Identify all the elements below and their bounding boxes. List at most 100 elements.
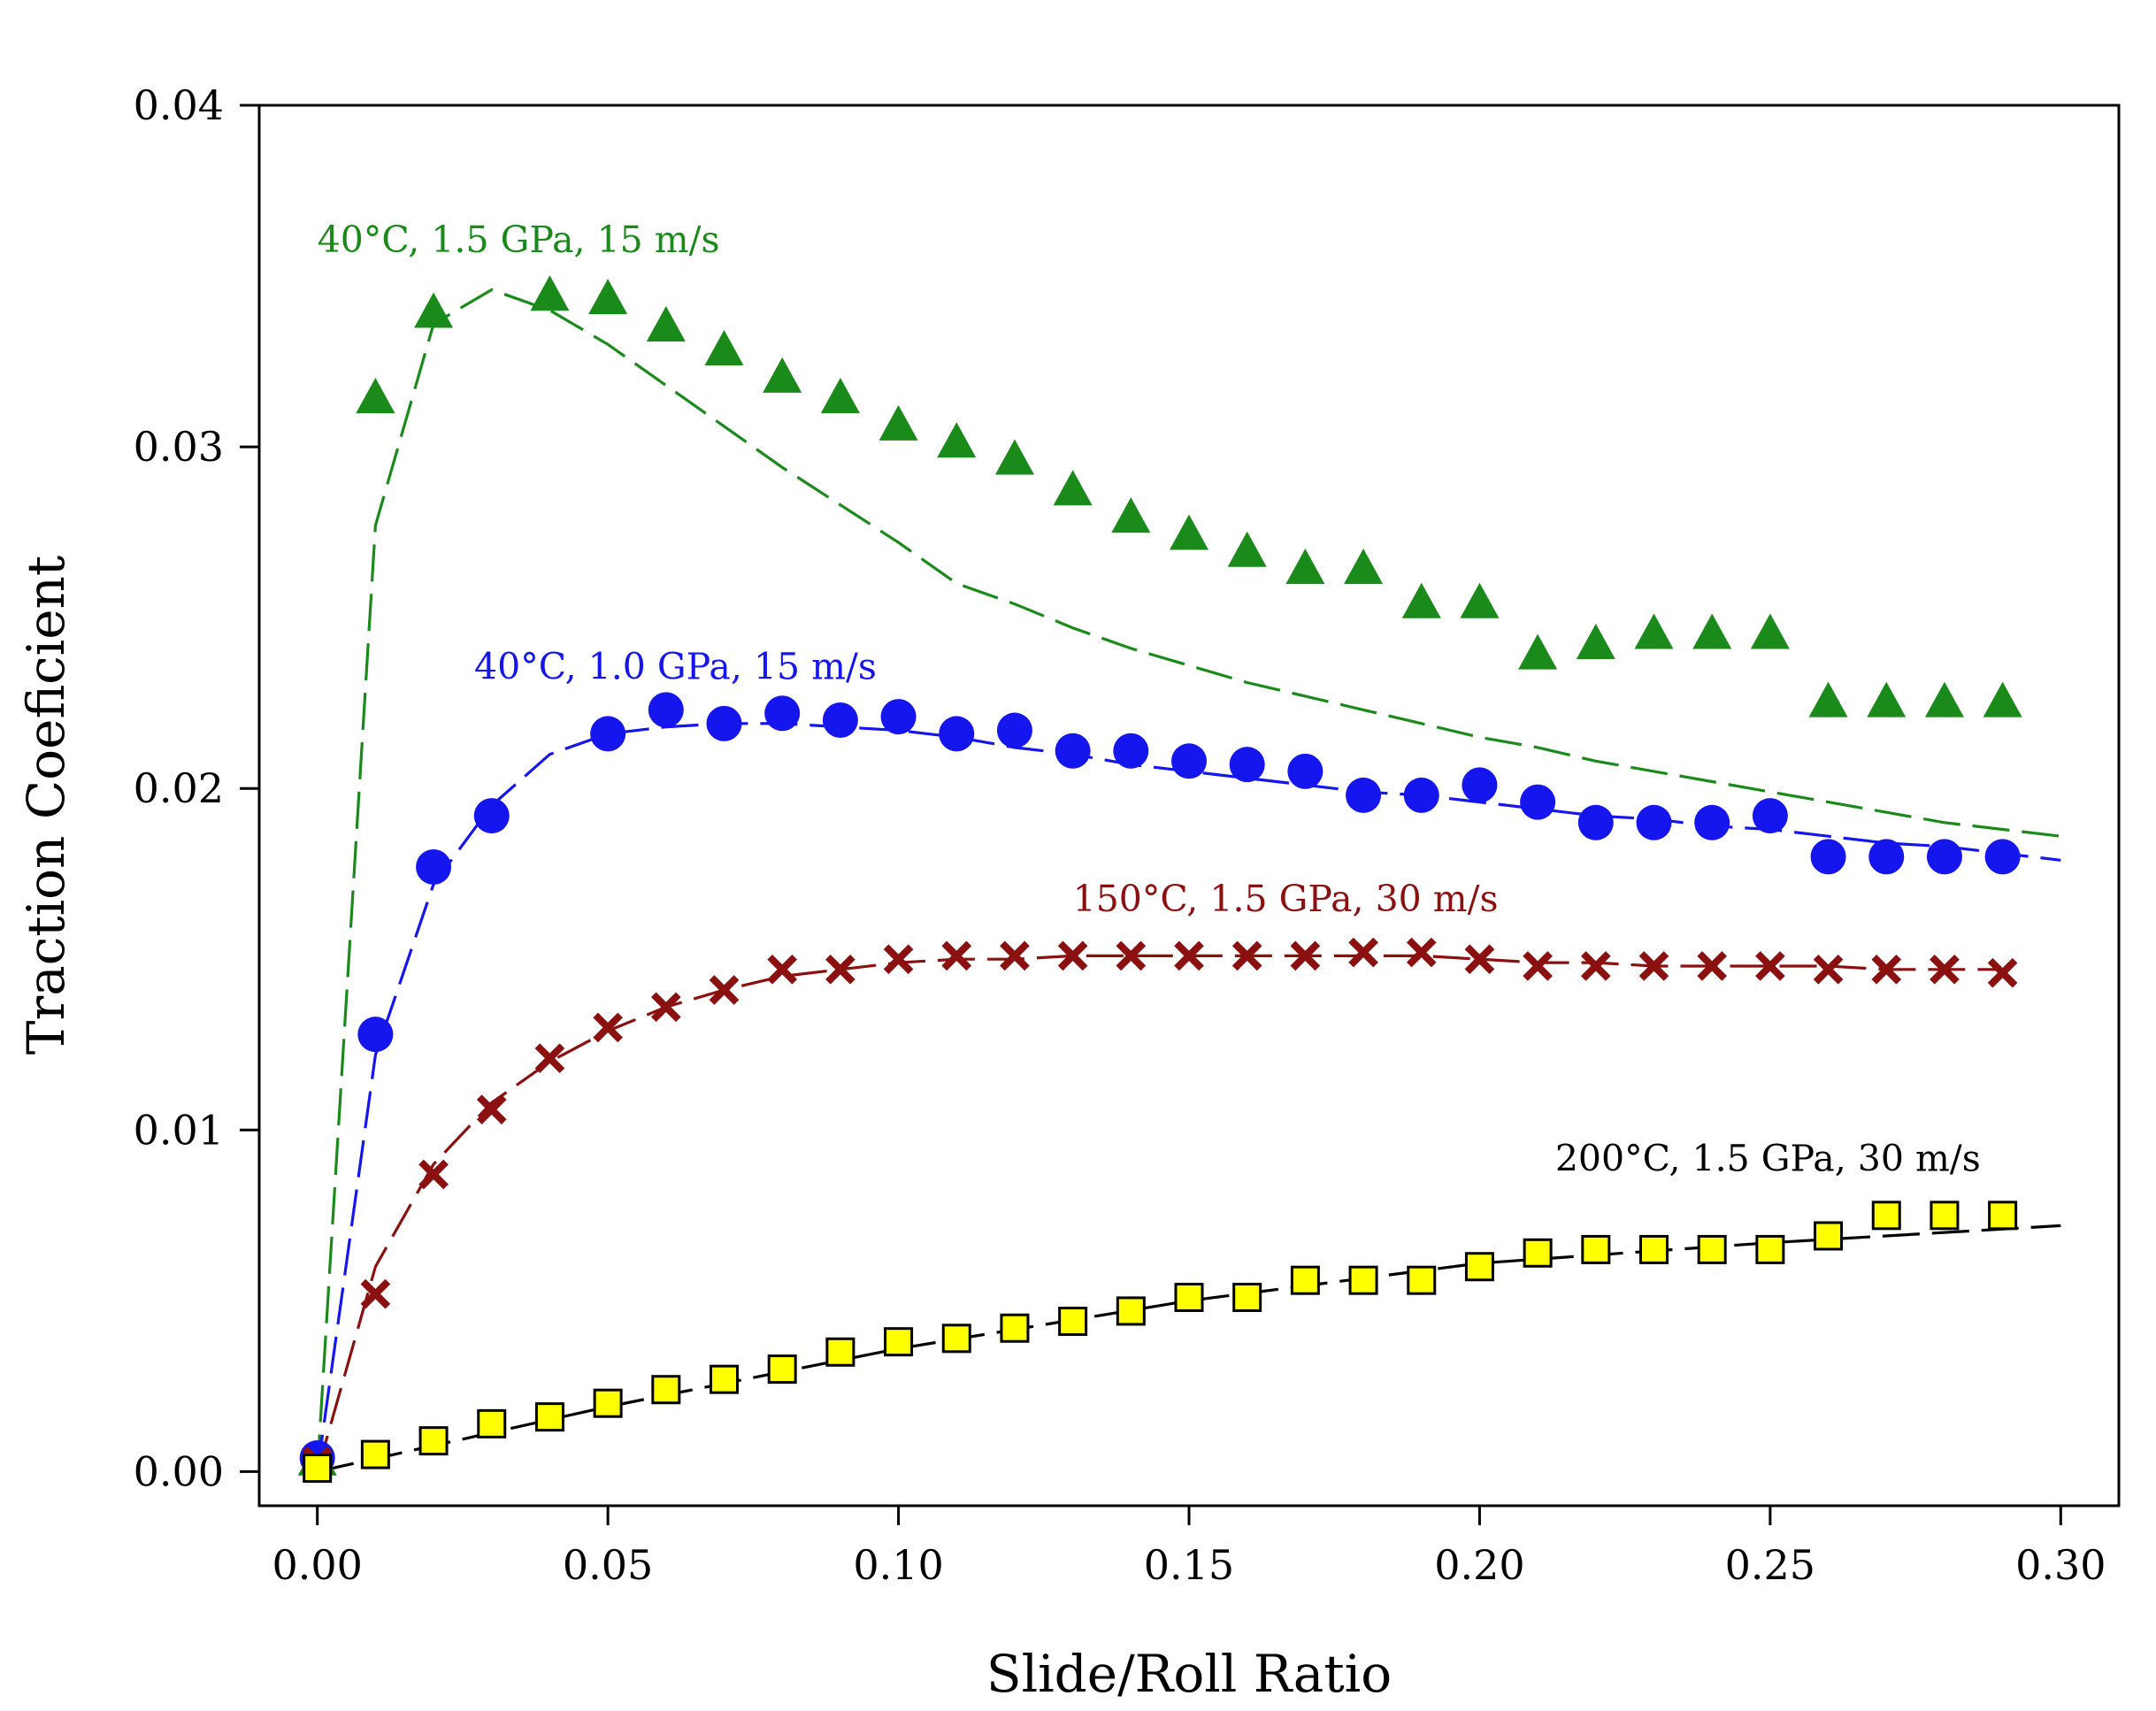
data-point [1523,1238,1553,1268]
data-point [1750,613,1790,649]
data-point [1406,937,1437,968]
data-point [1229,747,1265,783]
x-tick-label: 0.20 [1434,1541,1524,1589]
data-point [477,1408,507,1439]
data-point [1346,777,1382,813]
data-point [418,1159,449,1190]
data-point [357,1017,394,1053]
data-point [1810,839,1846,875]
series-annotation: 150°C, 1.5 GPa, 30 m/s [1073,878,1499,920]
data-point [764,695,801,732]
data-point [360,1439,390,1469]
data-point [994,439,1034,475]
data-point [1988,1201,2018,1231]
data-point [1752,798,1788,834]
data-point [879,404,918,441]
data-point [1634,613,1674,649]
series-annotation: 200°C, 1.5 GPa, 30 m/s [1555,1138,1981,1180]
series-annotations: 40°C, 1.5 GPa, 15 m/s 40°C, 1.0 GPa, 15 m… [318,219,1981,1180]
data-point [706,705,742,741]
data-point [1171,743,1207,779]
data-point [941,940,972,971]
data-point [416,848,452,885]
data-point [825,955,855,985]
data-point [473,798,510,834]
data-point [1116,1296,1146,1326]
data-point [1401,582,1441,618]
data-point [941,1324,971,1354]
data-point [651,1375,681,1405]
data-point [996,712,1032,748]
data-point [1113,733,1149,769]
data-point [1808,681,1848,717]
data-point [356,378,395,414]
data-point [767,955,798,985]
data-point [1285,549,1325,585]
x-tick-label: 0.00 [272,1541,362,1589]
data-point [937,422,977,458]
data-point [1058,1307,1088,1337]
data-point [1868,839,1905,875]
data-point [1055,733,1091,769]
x-tick-label: 0.10 [853,1541,943,1589]
data-point [1462,767,1498,803]
data-point [1000,940,1030,971]
data-point [1523,951,1553,981]
data-point [763,357,802,393]
data-point [884,1327,914,1357]
y-tick-label: 0.03 [134,423,224,471]
data-point [1926,839,1962,875]
data-point [883,944,914,975]
data-point [646,305,686,341]
y-tick-label: 0.02 [134,764,224,812]
data-point [650,992,681,1023]
y-tick-label: 0.01 [134,1106,224,1154]
data-point [1577,804,1614,840]
data-point [1232,1282,1262,1312]
data-point [1814,1221,1844,1251]
data-point [1344,549,1384,585]
data-point [1170,514,1208,550]
data-point [1407,1265,1437,1295]
series-annotation: 40°C, 1.0 GPa, 15 m/s [474,646,877,688]
data-point [588,279,628,315]
data-point [709,975,740,1005]
data-point [767,1354,797,1385]
data-point [1000,1313,1030,1343]
data-markers [297,275,2022,1484]
data-point [590,716,626,752]
data-point [303,1454,333,1484]
x-tick-label: 0.25 [1725,1541,1815,1589]
data-point [880,699,917,735]
data-point [1464,1252,1494,1282]
data-point [1930,1201,1960,1231]
data-point [704,329,744,365]
data-point [1290,1265,1320,1295]
data-point [825,1337,855,1367]
data-point [1348,937,1378,968]
x-axis: 0.00 0.05 0.10 0.15 0.20 0.25 0.30 [272,1506,2106,1589]
data-point [710,1364,739,1394]
data-point [1867,681,1907,717]
data-point [1580,951,1611,981]
data-point [593,1388,623,1418]
data-point [1983,681,2022,717]
data-point [1053,470,1093,506]
data-point [360,1278,391,1309]
x-tick-label: 0.05 [563,1541,653,1589]
data-point [1638,951,1669,981]
data-point [1287,753,1324,789]
data-point [1227,531,1267,567]
data-point [1694,804,1730,840]
data-point [1464,944,1495,975]
data-point [1057,940,1088,971]
data-point [534,1043,565,1074]
data-point [1984,839,2021,875]
data-point [530,275,570,311]
x-tick-label: 0.30 [2015,1541,2106,1589]
data-point [1348,1265,1378,1295]
data-point [648,692,684,728]
data-point [1871,955,1902,985]
x-tick-label: 0.15 [1144,1541,1234,1589]
